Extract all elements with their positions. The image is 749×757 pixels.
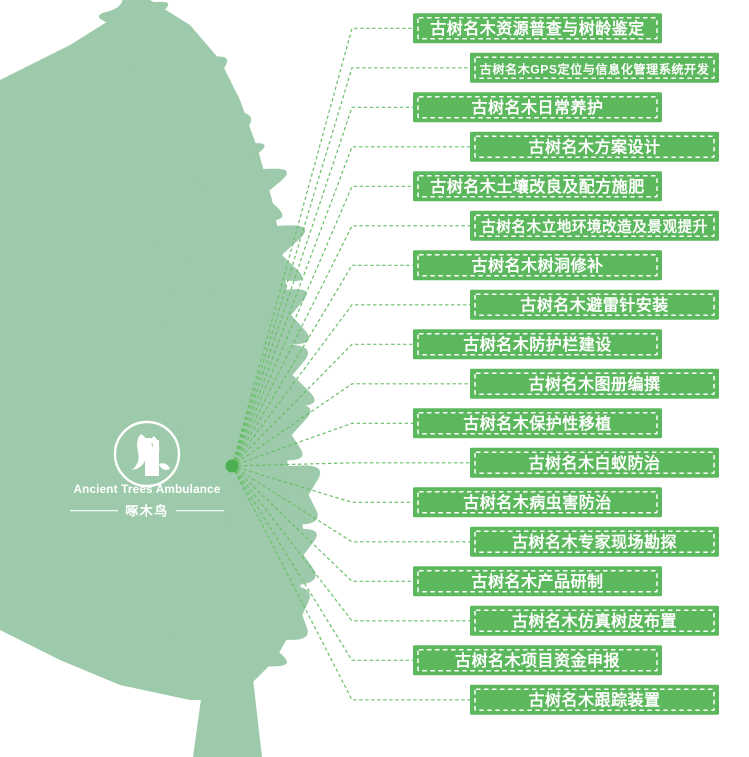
svg-text:古树名木专家现场勘探: 古树名木专家现场勘探 xyxy=(512,532,677,551)
svg-text:古树名木方案设计: 古树名木方案设计 xyxy=(528,137,660,156)
svg-text:古树名木资源普查与树龄鉴定: 古树名木资源普查与树龄鉴定 xyxy=(430,19,645,38)
svg-text:古树名木跟踪装置: 古树名木跟踪装置 xyxy=(528,690,660,709)
svg-text:古树名木树洞修补: 古树名木树洞修补 xyxy=(471,256,603,275)
svg-text:古树名木GPS定位与信息化管理系统开发: 古树名木GPS定位与信息化管理系统开发 xyxy=(480,61,710,76)
svg-text:古树名木产品研制: 古树名木产品研制 xyxy=(471,572,603,591)
svg-text:古树名木仿真树皮布置: 古树名木仿真树皮布置 xyxy=(512,611,677,630)
svg-text:古树名木立地环境改造及景观提升: 古树名木立地环境改造及景观提升 xyxy=(481,217,708,235)
svg-text:古树名木病虫害防治: 古树名木病虫害防治 xyxy=(463,493,612,512)
svg-text:古树名木项目资金申报: 古树名木项目资金申报 xyxy=(455,651,620,670)
svg-text:古树名木防护栏建设: 古树名木防护栏建设 xyxy=(463,335,612,354)
svg-text:古树名木保护性移植: 古树名木保护性移植 xyxy=(463,414,612,433)
svg-text:啄木鸟: 啄木鸟 xyxy=(125,504,169,519)
svg-text:Ancient Trees Ambulance: Ancient Trees Ambulance xyxy=(73,483,220,496)
svg-text:古树名木日常养护: 古树名木日常养护 xyxy=(471,98,603,117)
svg-text:古树名木白蚁防治: 古树名木白蚁防治 xyxy=(528,453,660,472)
svg-text:古树名木避雷针安装: 古树名木避雷针安装 xyxy=(520,295,669,314)
svg-text:古树名木土壤改良及配方施肥: 古树名木土壤改良及配方施肥 xyxy=(430,177,645,196)
svg-text:古树名木图册编撰: 古树名木图册编撰 xyxy=(528,374,660,393)
